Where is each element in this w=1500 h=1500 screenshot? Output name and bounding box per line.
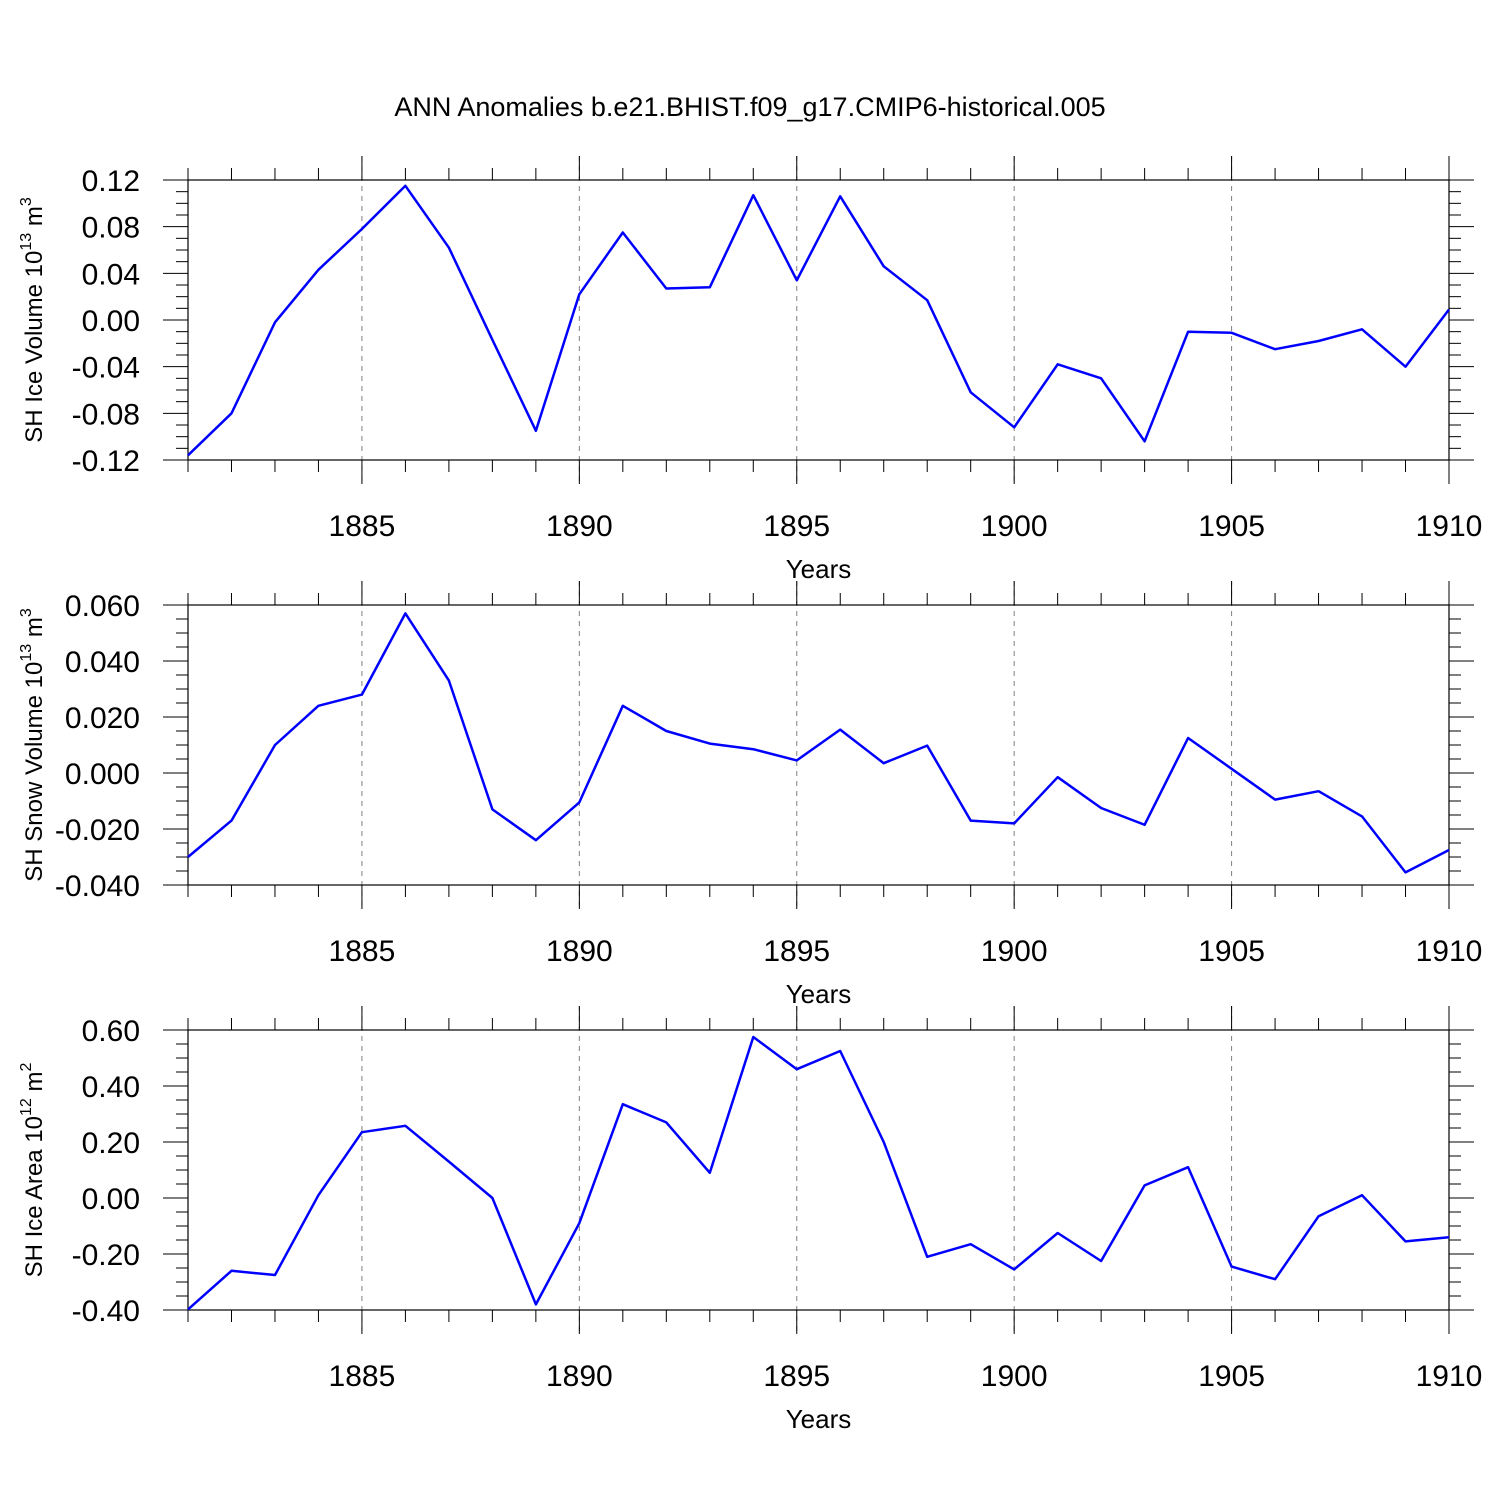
y-axis-label-unit-exponent: 2 (18, 1063, 35, 1072)
x-tick-label: 1885 (329, 1360, 396, 1393)
y-axis-label-base: SH Ice Area 10 (21, 1116, 48, 1277)
ice-area-line (187, 1035, 1450, 1311)
x-tick-label: 1910 (1416, 1360, 1483, 1393)
x-tick-label: 1890 (546, 510, 613, 543)
plot-frame (187, 604, 1450, 886)
y-tick-labels: -0.12 -0.08 -0.04 0.00 0.04 0.08 0.12 (72, 165, 140, 478)
plot-frame (187, 179, 1450, 461)
grid-lines (361, 581, 1233, 909)
tick-marks (163, 156, 1474, 484)
y-tick-label: 0.12 (82, 165, 140, 198)
y-tick-label: 0.20 (82, 1127, 140, 1160)
x-tick-label: 1905 (1198, 935, 1265, 968)
y-tick-label: 0.000 (65, 758, 140, 791)
y-axis-label-unit: m (21, 617, 48, 644)
tick-marks (163, 1006, 1474, 1334)
y-axis-label-unit: m (21, 1072, 48, 1099)
x-axis-label: Years (786, 1404, 852, 1434)
x-tick-labels: 1885 1890 1895 1900 1905 1910 (329, 510, 1483, 543)
y-tick-label: 0.040 (65, 646, 140, 679)
ice-volume-line (187, 184, 1450, 457)
x-tick-label: 1885 (329, 935, 396, 968)
y-tick-label: 0.020 (65, 702, 140, 735)
y-axis-label-unit-exponent: 3 (18, 197, 35, 206)
y-axis-label: SH Snow Volume 1013 m3 (18, 608, 48, 882)
y-axis-label-base: SH Snow Volume 10 (21, 662, 48, 882)
y-tick-label: -0.04 (72, 352, 140, 385)
y-axis-label-exponent: 13 (18, 644, 35, 662)
panel-snow-volume: -0.040 -0.020 0.000 0.020 0.040 0.060 1885 189… (18, 581, 1482, 1009)
x-axis-label: Years (786, 979, 852, 1009)
x-tick-label: 1900 (981, 510, 1048, 543)
y-tick-label: -0.020 (55, 814, 140, 847)
x-tick-label: 1890 (546, 1360, 613, 1393)
y-tick-label: -0.40 (72, 1295, 140, 1328)
y-axis-label-unit-exponent: 3 (18, 608, 35, 617)
x-tick-label: 1910 (1416, 935, 1483, 968)
panel-ice-area: -0.40-0.200.000.200.400.60 1885 1890 1895 1… (18, 1006, 1482, 1434)
y-tick-label: -0.20 (72, 1239, 140, 1272)
grid-lines (361, 1006, 1233, 1334)
y-axis-label-exponent: 12 (18, 1098, 35, 1116)
y-tick-label: -0.040 (55, 870, 140, 903)
tick-marks (163, 581, 1474, 909)
y-tick-label: 0.00 (82, 1183, 140, 1216)
y-axis-label-exponent: 13 (18, 233, 35, 251)
y-tick-label: 0.00 (82, 305, 140, 338)
x-tick-label: 1900 (981, 935, 1048, 968)
x-axis-label: Years (786, 554, 852, 584)
snow-volume-line (187, 612, 1450, 874)
y-axis-label-base: SH Ice Volume 10 (21, 251, 48, 443)
x-tick-label: 1895 (763, 1360, 830, 1393)
y-axis-label: SH Ice Volume 1013 m3 (18, 197, 48, 443)
x-tick-label: 1905 (1198, 510, 1265, 543)
y-axis-label-unit: m (21, 206, 48, 233)
y-tick-labels: -0.40 -0.20 0.00 0.20 0.40 0.60 (72, 1015, 140, 1328)
panel-ice-volume: -0.12 -0.08 -0.04 0.00 0.04 0.08 0.12 1885 1890… (18, 156, 1482, 584)
y-tick-label: -0.08 (72, 398, 140, 431)
y-tick-label: 0.40 (82, 1071, 140, 1104)
figure-title: ANN Anomalies b.e21.BHIST.f09_g17.CMIP6-… (394, 92, 1105, 122)
x-tick-labels: 1885 1890 1895 1900 1905 1910 (329, 935, 1483, 968)
x-tick-labels: 1885 1890 1895 1900 1905 1910 (329, 1360, 1483, 1393)
x-tick-label: 1905 (1198, 1360, 1265, 1393)
x-tick-label: 1885 (329, 510, 396, 543)
x-tick-label: 1900 (981, 1360, 1048, 1393)
y-tick-label: 0.60 (82, 1015, 140, 1048)
x-tick-label: 1895 (763, 510, 830, 543)
x-tick-label: 1895 (763, 935, 830, 968)
y-tick-label: 0.060 (65, 590, 140, 623)
y-axis-label: SH Ice Area 1012 m2 (18, 1063, 48, 1278)
plot-frame (187, 1029, 1450, 1311)
grid-lines (361, 156, 1233, 484)
y-tick-label: 0.04 (82, 258, 140, 291)
x-tick-label: 1890 (546, 935, 613, 968)
y-tick-label: 0.08 (82, 212, 140, 245)
y-tick-labels: -0.040 -0.020 0.000 0.020 0.040 0.060 (55, 590, 140, 903)
x-tick-label: 1910 (1416, 510, 1483, 543)
y-tick-label: -0.12 (72, 445, 140, 478)
